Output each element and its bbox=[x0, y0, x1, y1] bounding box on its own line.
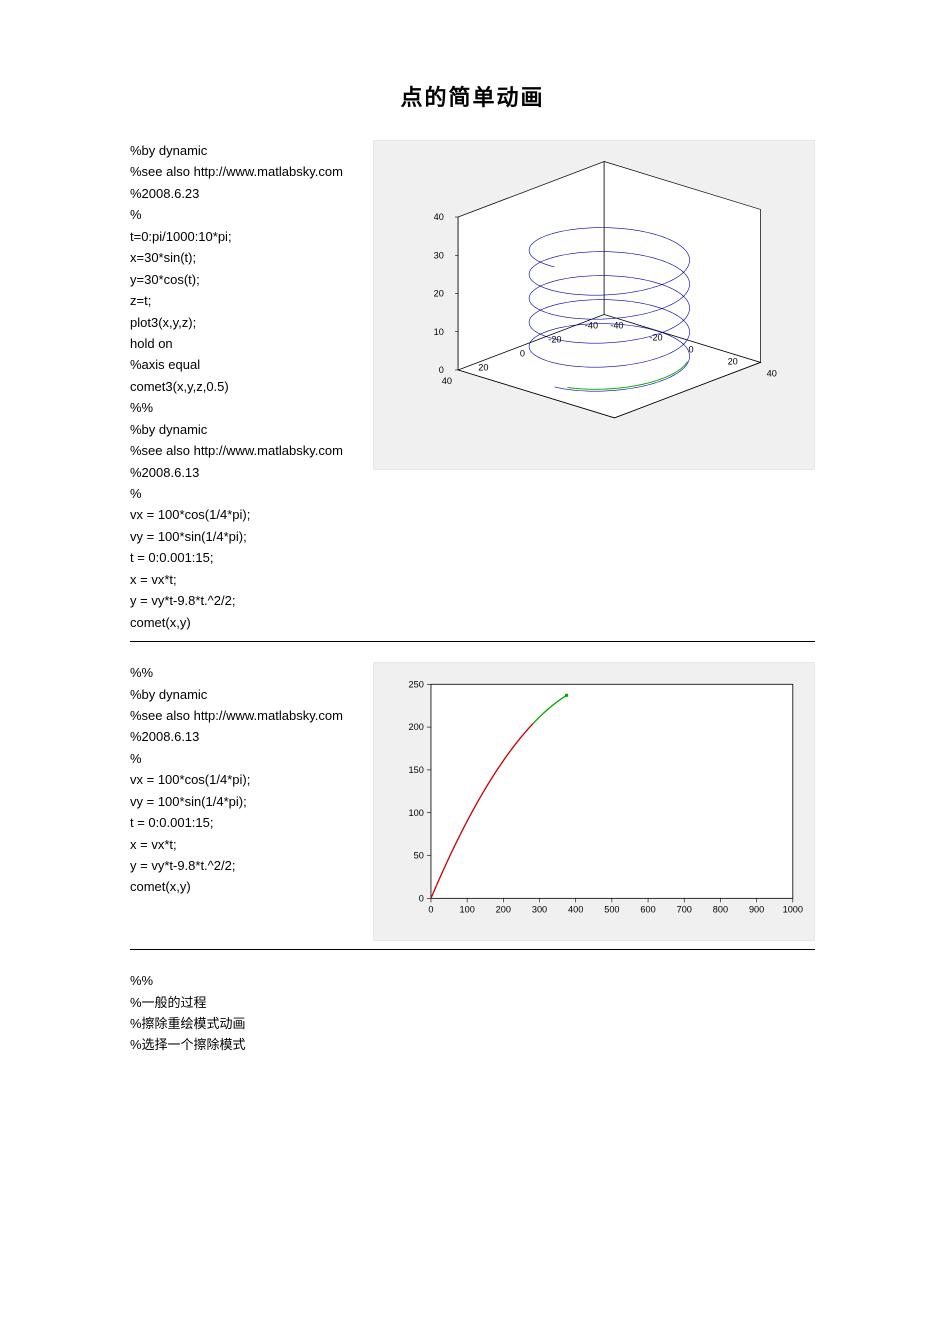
code-line: % bbox=[130, 483, 343, 504]
code-block-2: %%%by dynamic%see also http://www.matlab… bbox=[130, 662, 343, 898]
svg-text:200: 200 bbox=[496, 905, 511, 915]
code-line: comet(x,y) bbox=[130, 612, 343, 633]
code-line: %by dynamic bbox=[130, 140, 343, 161]
svg-text:500: 500 bbox=[604, 905, 619, 915]
code-line: x = vx*t; bbox=[130, 569, 343, 590]
svg-text:400: 400 bbox=[568, 905, 583, 915]
code-line: y = vy*t-9.8*t.^2/2; bbox=[130, 590, 343, 611]
code-line: y=30*cos(t); bbox=[130, 269, 343, 290]
svg-text:30: 30 bbox=[434, 250, 444, 260]
svg-text:40: 40 bbox=[442, 376, 452, 386]
code-line: %选择一个擦除模式 bbox=[130, 1034, 246, 1055]
section-3: %%%一般的过程%擦除重绘模式动画%选择一个擦除模式 bbox=[130, 970, 815, 1056]
svg-text:1000: 1000 bbox=[783, 905, 803, 915]
svg-text:600: 600 bbox=[640, 905, 655, 915]
code-line: %2008.6.13 bbox=[130, 726, 343, 747]
code-line: %擦除重绘模式动画 bbox=[130, 1013, 246, 1034]
code-line: %一般的过程 bbox=[130, 992, 246, 1013]
svg-text:100: 100 bbox=[459, 905, 474, 915]
svg-text:900: 900 bbox=[749, 905, 764, 915]
code-line: vx = 100*cos(1/4*pi); bbox=[130, 769, 343, 790]
code-line: %2008.6.23 bbox=[130, 183, 343, 204]
code-line: t = 0:0.001:15; bbox=[130, 547, 343, 568]
code-line: % bbox=[130, 748, 343, 769]
section-1: %by dynamic%see also http://www.matlabsk… bbox=[130, 140, 815, 633]
code-line: %see also http://www.matlabsky.com bbox=[130, 161, 343, 182]
svg-text:700: 700 bbox=[677, 905, 692, 915]
svg-text:0: 0 bbox=[520, 348, 525, 358]
code-line: y = vy*t-9.8*t.^2/2; bbox=[130, 855, 343, 876]
code-line: t = 0:0.001:15; bbox=[130, 812, 343, 833]
code-line: z=t; bbox=[130, 290, 343, 311]
svg-text:200: 200 bbox=[408, 722, 423, 732]
divider-1 bbox=[130, 641, 815, 642]
code-line: plot3(x,y,z); bbox=[130, 312, 343, 333]
svg-text:-20: -20 bbox=[649, 333, 662, 343]
svg-text:-40: -40 bbox=[585, 321, 598, 331]
code-block-1: %by dynamic%see also http://www.matlabsk… bbox=[130, 140, 343, 633]
code-line: vy = 100*sin(1/4*pi); bbox=[130, 791, 343, 812]
svg-text:100: 100 bbox=[408, 808, 423, 818]
svg-text:0: 0 bbox=[439, 365, 444, 375]
svg-text:20: 20 bbox=[727, 357, 737, 367]
svg-text:-40: -40 bbox=[610, 321, 623, 331]
code-line: %by dynamic bbox=[130, 419, 343, 440]
code-line: x = vx*t; bbox=[130, 834, 343, 855]
svg-text:50: 50 bbox=[414, 851, 424, 861]
svg-text:10: 10 bbox=[434, 327, 444, 337]
code-line: %% bbox=[130, 970, 246, 991]
code-line: comet3(x,y,z,0.5) bbox=[130, 376, 343, 397]
code-line: vx = 100*cos(1/4*pi); bbox=[130, 504, 343, 525]
code-line: % bbox=[130, 204, 343, 225]
svg-text:20: 20 bbox=[478, 362, 488, 372]
code-line: x=30*sin(t); bbox=[130, 247, 343, 268]
code-line: %see also http://www.matlabsky.com bbox=[130, 705, 343, 726]
section-2: %%%by dynamic%see also http://www.matlab… bbox=[130, 662, 815, 941]
code-line: hold on bbox=[130, 333, 343, 354]
svg-text:20: 20 bbox=[434, 289, 444, 299]
svg-text:300: 300 bbox=[532, 905, 547, 915]
svg-text:-20: -20 bbox=[548, 335, 561, 345]
svg-text:0: 0 bbox=[428, 905, 433, 915]
svg-text:0: 0 bbox=[419, 893, 424, 903]
svg-text:40: 40 bbox=[434, 212, 444, 222]
code-line: %axis equal bbox=[130, 354, 343, 375]
svg-text:150: 150 bbox=[408, 765, 423, 775]
divider-2 bbox=[130, 949, 815, 950]
code-line: t=0:pi/1000:10*pi; bbox=[130, 226, 343, 247]
svg-text:800: 800 bbox=[713, 905, 728, 915]
code-line: %by dynamic bbox=[130, 684, 343, 705]
code-line: vy = 100*sin(1/4*pi); bbox=[130, 526, 343, 547]
code-block-3: %%%一般的过程%擦除重绘模式动画%选择一个擦除模式 bbox=[130, 970, 246, 1056]
svg-text:250: 250 bbox=[408, 679, 423, 689]
code-line: comet(x,y) bbox=[130, 876, 343, 897]
code-line: %2008.6.13 bbox=[130, 462, 343, 483]
svg-text:40: 40 bbox=[767, 369, 777, 379]
page-title: 点的简单动画 bbox=[130, 80, 815, 112]
code-line: %% bbox=[130, 397, 343, 418]
figure-helix-3d: 010203040-40-2002040-40-2002040 bbox=[373, 140, 815, 470]
figure-parabola-2d: 0 100 200 300 400 500 600 700 800 900 1000 0 50 100 15… bbox=[373, 662, 815, 941]
code-line: %% bbox=[130, 662, 343, 683]
code-line: %see also http://www.matlabsky.com bbox=[130, 440, 343, 461]
